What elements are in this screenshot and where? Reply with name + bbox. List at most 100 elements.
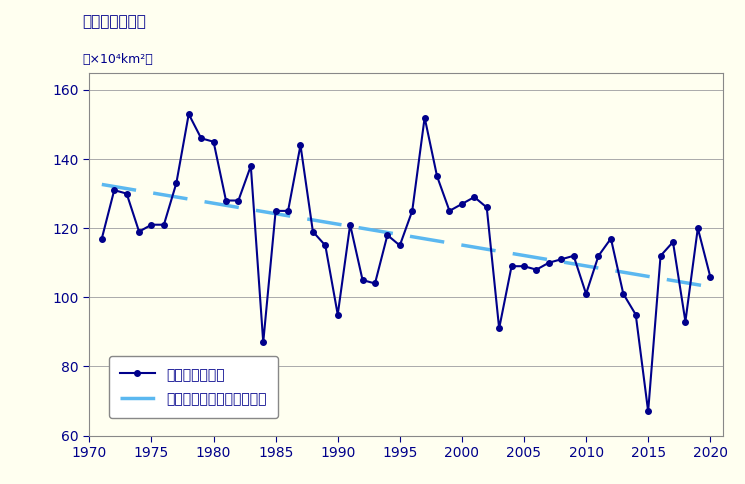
最大海氷域面積 [445, 208, 454, 214]
最大海氷域面積 [519, 263, 528, 269]
最大海氷域面積の変化傾向 [147, 190, 156, 196]
最大海氷域面積 [247, 163, 256, 169]
最大海氷域面積 [656, 253, 665, 259]
最大海氷域面積の変化傾向 [470, 244, 479, 250]
最大海氷域面積 [470, 194, 479, 200]
最大海氷域面積 [457, 201, 466, 207]
最大海氷域面積 [184, 111, 193, 117]
最大海氷域面積の変化傾向 [370, 227, 379, 233]
最大海氷域面積の変化傾向 [457, 242, 466, 248]
最大海氷域面積の変化傾向 [271, 211, 280, 217]
最大海氷域面積 [172, 181, 181, 186]
最大海氷域面積の変化傾向 [110, 183, 118, 189]
最大海氷域面積 [569, 253, 578, 259]
最大海氷域面積の変化傾向 [545, 257, 554, 263]
Line: 最大海氷域面積の変化傾向: 最大海氷域面積の変化傾向 [102, 184, 710, 287]
最大海氷域面積の変化傾向 [247, 207, 256, 212]
最大海氷域面積 [532, 267, 541, 272]
最大海氷域面積の変化傾向 [333, 221, 342, 227]
最大海氷域面積の変化傾向 [619, 269, 628, 275]
最大海氷域面積 [98, 236, 107, 242]
最大海氷域面積の変化傾向 [557, 259, 565, 265]
最大海氷域面積 [557, 257, 565, 262]
最大海氷域面積 [197, 136, 206, 141]
最大海氷域面積の変化傾向 [507, 251, 516, 257]
最大海氷域面積 [644, 408, 653, 414]
最大海氷域面積の変化傾向 [706, 284, 714, 290]
最大海氷域面積 [706, 273, 714, 279]
最大海氷域面積の変化傾向 [408, 234, 416, 240]
最大海氷域面積の変化傾向 [681, 280, 690, 286]
最大海氷域面積 [606, 236, 615, 242]
最大海氷域面積の変化傾向 [656, 275, 665, 281]
最大海氷域面積 [619, 291, 628, 297]
最大海氷域面積 [668, 239, 677, 245]
最大海氷域面積の変化傾向 [433, 238, 442, 244]
最大海氷域面積 [694, 225, 703, 231]
最大海氷域面積の変化傾向 [606, 267, 615, 273]
最大海氷域面積の変化傾向 [694, 282, 703, 287]
最大海氷域面積 [234, 197, 243, 203]
最大海氷域面積 [321, 242, 330, 248]
最大海氷域面積 [495, 326, 504, 332]
最大海氷域面積 [408, 208, 416, 214]
Legend: 最大海氷域面積, 最大海氷域面積の変化傾向: 最大海氷域面積, 最大海氷域面積の変化傾向 [109, 356, 278, 418]
最大海氷域面積 [358, 277, 367, 283]
最大海氷域面積 [147, 222, 156, 227]
最大海氷域面積 [482, 205, 491, 211]
最大海氷域面積 [296, 142, 305, 148]
最大海氷域面積の変化傾向 [532, 255, 541, 260]
最大海氷域面積 [582, 291, 591, 297]
最大海氷域面積 [135, 229, 144, 235]
最大海氷域面積の変化傾向 [582, 263, 591, 269]
最大海氷域面積 [271, 208, 280, 214]
最大海氷域面積の変化傾向 [122, 186, 131, 192]
最大海氷域面積 [507, 263, 516, 269]
最大海氷域面積 [681, 318, 690, 324]
最大海氷域面積の変化傾向 [396, 232, 405, 238]
最大海氷域面積の変化傾向 [135, 188, 144, 194]
Text: （×10⁴km²）: （×10⁴km²） [82, 53, 153, 66]
最大海氷域面積の変化傾向 [296, 215, 305, 221]
Line: 最大海氷域面積: 最大海氷域面積 [99, 111, 713, 414]
最大海氷域面積 [110, 187, 118, 193]
最大海氷域面積 [433, 173, 442, 179]
最大海氷域面積の変化傾向 [221, 202, 230, 208]
最大海氷域面積 [159, 222, 168, 227]
最大海氷域面積 [308, 229, 317, 235]
最大海氷域面積 [259, 339, 267, 345]
最大海氷域面積 [221, 197, 230, 203]
最大海氷域面積の変化傾向 [668, 278, 677, 284]
最大海氷域面積の変化傾向 [321, 219, 330, 225]
最大海氷域面積の変化傾向 [284, 213, 293, 219]
最大海氷域面積 [333, 312, 342, 318]
最大海氷域面積の変化傾向 [159, 192, 168, 198]
最大海氷域面積 [545, 260, 554, 266]
最大海氷域面積の変化傾向 [445, 240, 454, 246]
最大海氷域面積 [122, 191, 131, 197]
最大海氷域面積の変化傾向 [172, 194, 181, 200]
最大海氷域面積 [631, 312, 640, 318]
最大海氷域面積 [284, 208, 293, 214]
最大海氷域面積 [383, 232, 392, 238]
最大海氷域面積の変化傾向 [420, 236, 429, 242]
最大海氷域面積の変化傾向 [308, 217, 317, 223]
最大海氷域面積の変化傾向 [346, 223, 355, 229]
最大海氷域面積の変化傾向 [644, 273, 653, 279]
最大海氷域面積の変化傾向 [594, 265, 603, 271]
最大海氷域面積の変化傾向 [383, 229, 392, 235]
最大海氷域面積の変化傾向 [184, 196, 193, 202]
最大海氷域面積 [420, 115, 429, 121]
最大海氷域面積の変化傾向 [234, 205, 243, 211]
最大海氷域面積 [346, 222, 355, 227]
最大海氷域面積の変化傾向 [209, 200, 218, 206]
最大海氷域面積の変化傾向 [519, 253, 528, 258]
最大海氷域面積の変化傾向 [495, 248, 504, 254]
最大海氷域面積の変化傾向 [482, 246, 491, 252]
Text: 最大海氷域面積: 最大海氷域面積 [82, 15, 146, 30]
最大海氷域面積 [396, 242, 405, 248]
最大海氷域面積 [209, 139, 218, 145]
最大海氷域面積の変化傾向 [358, 226, 367, 231]
最大海氷域面積 [370, 281, 379, 287]
最大海氷域面積の変化傾向 [259, 209, 267, 214]
